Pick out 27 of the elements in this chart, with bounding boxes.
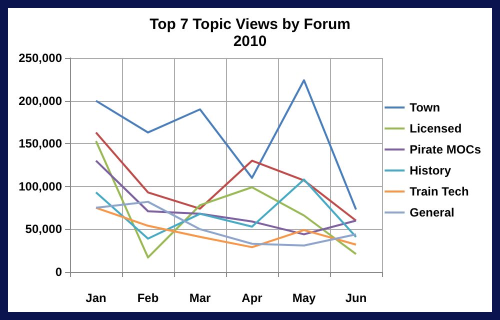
x-tick-label: Jun: [345, 291, 367, 305]
line-series: [95, 200, 357, 246]
y-tick-label: 50,000: [25, 222, 62, 236]
legend-label: Licensed: [410, 122, 462, 136]
y-tick-label: 200,000: [18, 94, 62, 108]
y-tick-label: 250,000: [18, 51, 62, 65]
y-tick-label: 0: [55, 265, 62, 279]
line-series: [95, 178, 357, 240]
x-tick-label: Feb: [137, 291, 159, 305]
line-series: [95, 131, 357, 222]
legend-label: Town: [410, 100, 440, 114]
line-series: [95, 140, 357, 258]
legend-label: Train Tech: [410, 184, 469, 198]
legend-label: General: [410, 206, 454, 220]
legend-label: History: [410, 164, 452, 178]
chart-title: Top 7 Topic Views by Forum: [150, 16, 350, 33]
line-series: [95, 79, 357, 211]
line-series: [95, 160, 357, 236]
legend-label: Pirate MOCs: [410, 142, 482, 156]
y-tick-label: 100,000: [18, 179, 62, 194]
x-tick-label: Jan: [86, 291, 106, 305]
line-series: [95, 206, 357, 248]
y-tick-label: 150,000: [18, 136, 62, 151]
x-tick-label: Mar: [189, 291, 211, 305]
x-tick-label: Apr: [242, 291, 263, 305]
chart-subtitle: 2010: [233, 33, 267, 50]
x-tick-label: May: [292, 291, 316, 305]
